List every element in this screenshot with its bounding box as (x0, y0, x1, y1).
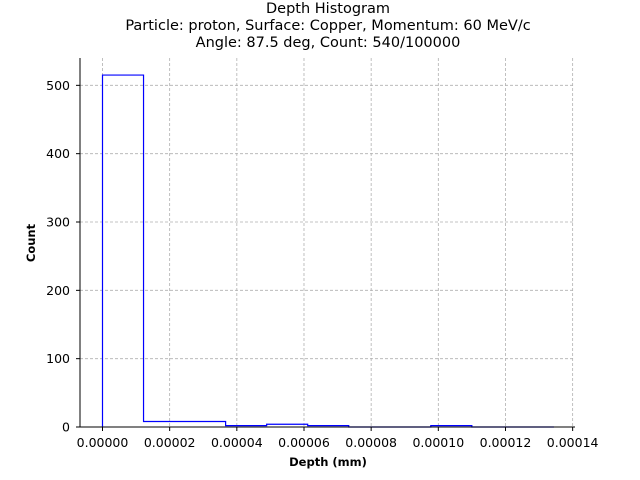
y-tick-label-2: 200 (46, 283, 70, 298)
x-axis-ticks: 0.00000 0.00002 0.00004 0.00006 0.00008 0.000… (77, 427, 599, 450)
chart-title-line-3: Angle: 87.5 deg, Count: 540/100000 (195, 35, 461, 51)
x-tick-label-7: 0.00014 (547, 435, 599, 450)
grid-lines (80, 58, 575, 428)
histogram-bin-0 (103, 75, 144, 427)
chart-title-line-1: Depth Histogram (266, 1, 390, 17)
y-tick-label-0: 0 (62, 420, 70, 435)
x-axis-label: Depth (mm) (289, 455, 367, 469)
y-tick-label-1: 100 (46, 351, 70, 366)
x-tick-label-2: 0.00004 (211, 435, 263, 450)
y-axis-ticks: 0 100 200 300 400 500 (46, 78, 80, 435)
y-tick-label-5: 500 (46, 78, 70, 93)
histogram-step-outline (101, 74, 554, 428)
x-tick-label-0: 0.00000 (77, 435, 129, 450)
histogram-bin-2 (185, 422, 226, 427)
x-tick-label-4: 0.00008 (345, 435, 397, 450)
y-axis-label: Count (24, 223, 38, 262)
x-tick-label-6: 0.00012 (480, 435, 532, 450)
y-tick-label-3: 300 (46, 215, 70, 230)
histogram-bin-1 (144, 422, 185, 427)
x-tick-label-3: 0.00006 (278, 435, 330, 450)
chart-title-line-2: Particle: proton, Surface: Copper, Momen… (125, 18, 531, 34)
y-tick-label-4: 400 (46, 146, 70, 161)
x-tick-label-1: 0.00002 (144, 435, 196, 450)
histogram-bins (103, 75, 472, 427)
x-tick-label-5: 0.00010 (412, 435, 464, 450)
